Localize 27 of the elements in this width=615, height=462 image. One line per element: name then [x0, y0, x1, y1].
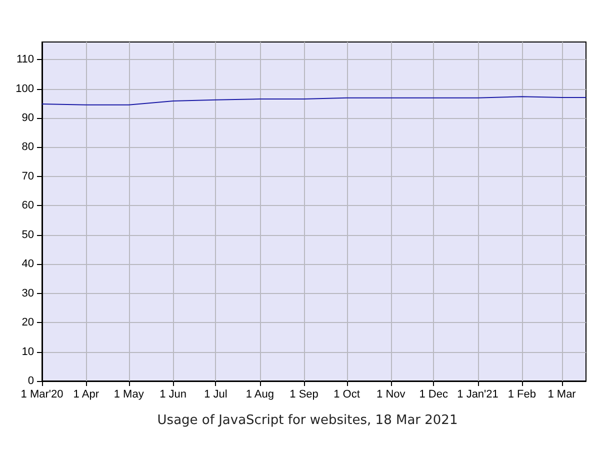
x-tick-label: 1 Dec [419, 388, 448, 400]
x-tick-label: 1 Apr [73, 388, 100, 400]
x-tick-label: 1 Jan'21 [457, 388, 498, 400]
y-tick-label: 20 [22, 316, 34, 329]
x-tick-label: 1 Jun [160, 388, 186, 400]
x-tick-label: 1 Aug [246, 388, 274, 400]
y-tick-label: 10 [22, 346, 34, 358]
y-tick-label: 0 [28, 375, 34, 387]
x-tick-label: 1 Oct [334, 388, 360, 400]
y-tick-label: 50 [22, 228, 34, 241]
y-tick-label: 100 [16, 82, 34, 95]
x-tick-label: 1 Sep [290, 388, 318, 400]
y-tick-label: 60 [22, 200, 34, 212]
x-tick-label: 1 Jul [204, 388, 228, 400]
y-tick-label: 80 [22, 141, 34, 154]
line-series [42, 96, 586, 106]
x-tick-label: 1 May [114, 388, 144, 400]
y-tick-label: 30 [22, 287, 34, 300]
text: Usage of JavaScript for websites, 18 Mar 2021 [157, 413, 458, 428]
y-tick-label: 40 [22, 258, 34, 270]
y-tick-label: 90 [22, 112, 34, 124]
y-tick-label: 110 [16, 54, 34, 66]
x-tick-label: 1 Feb [508, 388, 536, 400]
x-tick-label: 1 Nov [376, 388, 406, 400]
x-tick-label: 1 Mar [548, 388, 576, 400]
y-tick-label: 70 [22, 170, 34, 182]
x-tick-label: 1 Mar'20 [20, 388, 64, 400]
